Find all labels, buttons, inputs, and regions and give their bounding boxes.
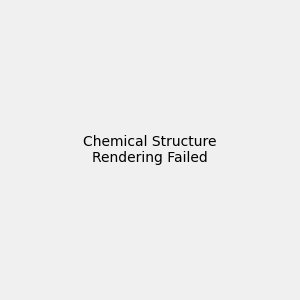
Text: Chemical Structure
Rendering Failed: Chemical Structure Rendering Failed <box>83 135 217 165</box>
